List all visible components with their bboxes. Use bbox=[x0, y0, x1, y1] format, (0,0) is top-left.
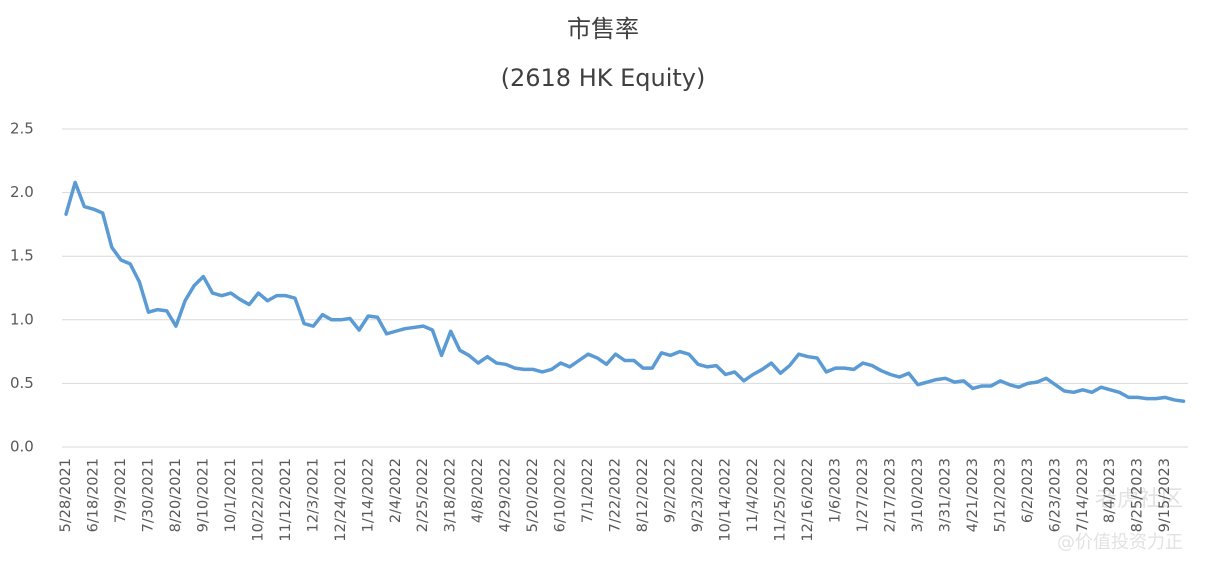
data-line bbox=[64, 180, 1186, 403]
x-tick-label: 4/29/2022 bbox=[498, 458, 514, 532]
x-tick-label: 12/24/2021 bbox=[333, 458, 349, 542]
x-tick-label: 5/28/2021 bbox=[58, 458, 74, 532]
x-tick-label: 7/30/2021 bbox=[140, 458, 156, 532]
x-tick-label: 8/20/2021 bbox=[168, 458, 184, 532]
x-tick-label: 4/21/2023 bbox=[965, 458, 981, 532]
x-tick-label: 7/22/2022 bbox=[608, 458, 624, 532]
x-tick-label: 11/4/2022 bbox=[745, 458, 761, 532]
x-tick-label: 10/22/2021 bbox=[250, 458, 266, 542]
x-tick-label: 2/17/2023 bbox=[882, 458, 898, 532]
x-tick-label: 10/1/2021 bbox=[223, 458, 239, 532]
x-tick-label: 6/10/2022 bbox=[553, 458, 569, 532]
x-tick-label: 5/12/2023 bbox=[992, 458, 1008, 532]
x-tick-label: 8/12/2022 bbox=[635, 458, 651, 532]
y-tick-label: 0.0 bbox=[10, 438, 34, 456]
y-tick-label: 2.0 bbox=[10, 183, 34, 201]
x-tick-label: 9/15/2023 bbox=[1157, 458, 1173, 532]
x-tick-label: 8/25/2023 bbox=[1130, 458, 1146, 532]
x-tick-label: 9/10/2021 bbox=[195, 458, 211, 532]
x-tick-label: 1/27/2023 bbox=[855, 458, 871, 532]
y-tick-label: 1.5 bbox=[10, 247, 34, 265]
x-tick-label: 9/2/2022 bbox=[663, 458, 679, 523]
x-tick-label: 5/20/2022 bbox=[525, 458, 541, 532]
chart-title: 市售率 bbox=[567, 15, 639, 43]
x-tick-label: 3/10/2023 bbox=[910, 458, 926, 532]
x-tick-label: 7/9/2021 bbox=[113, 458, 129, 523]
x-tick-label: 9/23/2022 bbox=[690, 458, 706, 532]
x-tick-label: 11/25/2022 bbox=[772, 458, 788, 542]
x-tick-label: 7/14/2023 bbox=[1075, 458, 1091, 532]
x-tick-label: 3/18/2022 bbox=[443, 458, 459, 532]
x-tick-label: 2/25/2022 bbox=[415, 458, 431, 532]
x-tick-label: 12/3/2021 bbox=[305, 458, 321, 532]
x-tick-label: 6/23/2023 bbox=[1047, 458, 1063, 532]
x-tick-label: 3/31/2023 bbox=[937, 458, 953, 532]
x-tick-label: 1/14/2022 bbox=[360, 458, 376, 532]
watermark: @价值投资力正 bbox=[1057, 532, 1183, 553]
watermark: 老虎社区 bbox=[1095, 487, 1183, 512]
y-tick-label: 1.0 bbox=[10, 310, 34, 328]
y-tick-label: 2.5 bbox=[10, 120, 34, 138]
x-tick-label: 8/4/2023 bbox=[1102, 458, 1118, 523]
x-tick-label: 10/14/2022 bbox=[718, 458, 734, 542]
x-tick-label: 6/18/2021 bbox=[85, 458, 101, 532]
x-tick-label: 4/8/2022 bbox=[470, 458, 486, 523]
x-tick-label: 2/4/2022 bbox=[388, 458, 404, 523]
x-tick-label: 6/2/2023 bbox=[1020, 458, 1036, 523]
x-tick-label: 7/1/2022 bbox=[580, 458, 596, 523]
x-tick-label: 12/16/2022 bbox=[800, 458, 816, 542]
x-tick-label: 11/12/2021 bbox=[278, 458, 294, 542]
x-tick-label: 1/6/2023 bbox=[827, 458, 843, 523]
chart-subtitle: (2618 HK Equity) bbox=[501, 64, 706, 92]
y-tick-label: 0.5 bbox=[10, 374, 34, 392]
